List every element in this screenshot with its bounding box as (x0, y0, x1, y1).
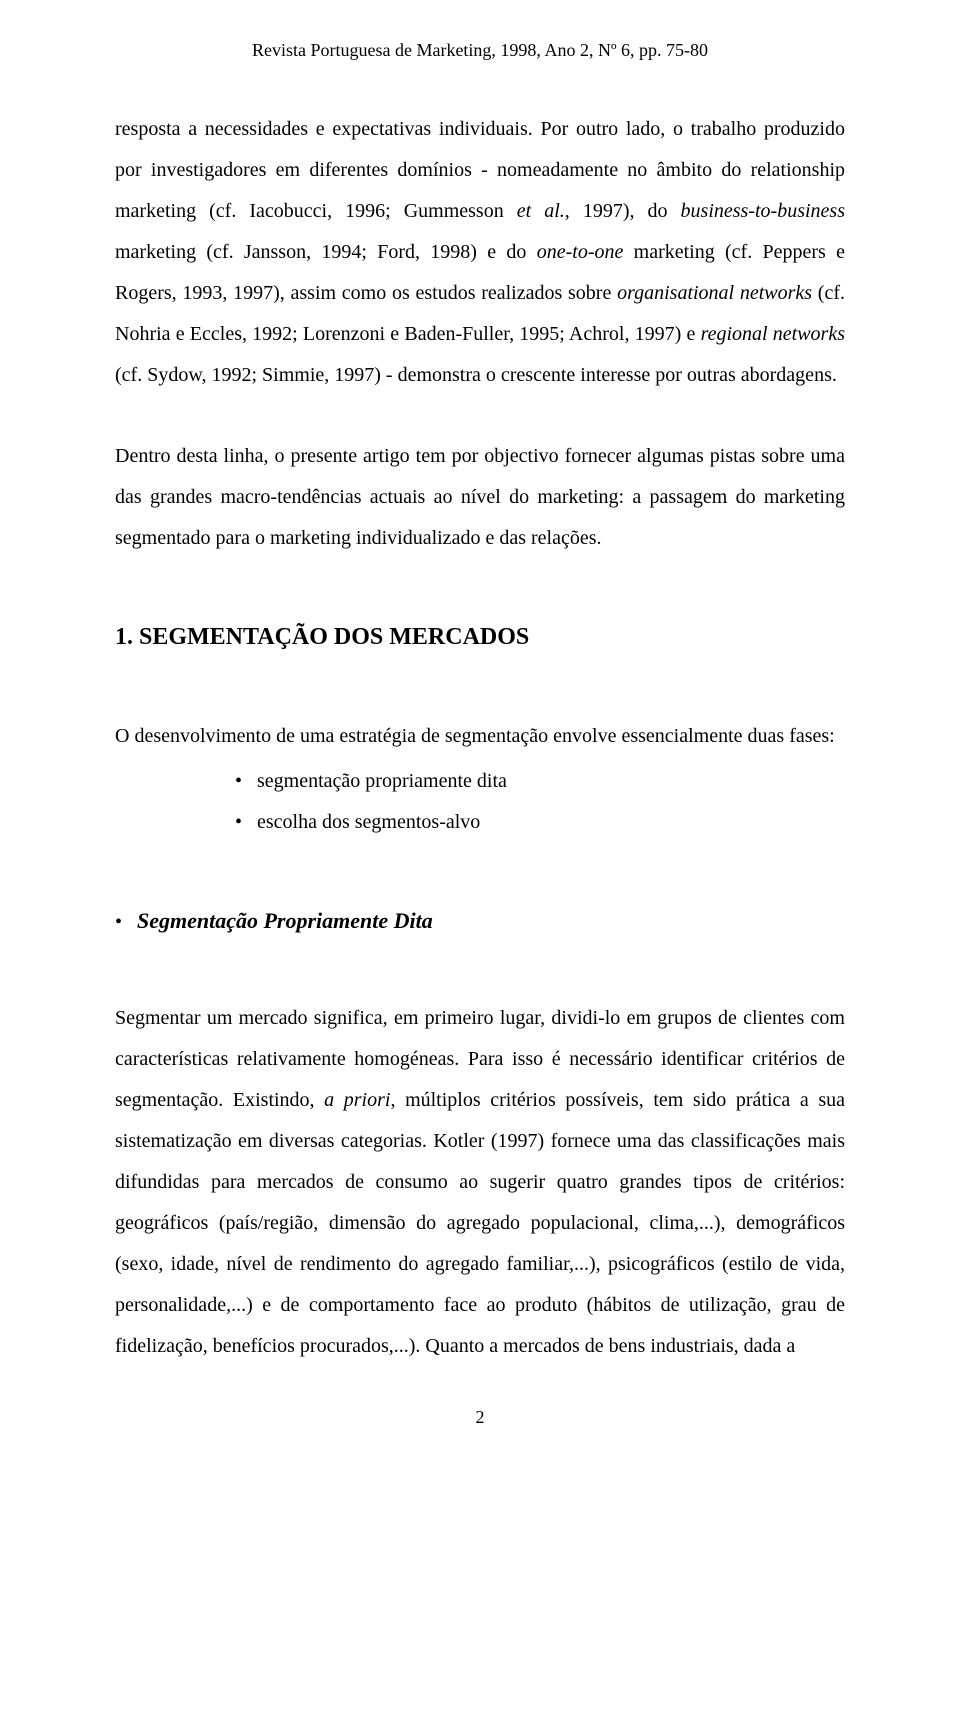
paragraph-2: Dentro desta linha, o presente artigo te… (115, 436, 845, 559)
list-item-label: escolha dos segmentos-alvo (257, 802, 480, 843)
sub-section-heading-row: • Segmentação Propriamente Dita (115, 898, 845, 943)
list-item: • escolha dos segmentos-alvo (115, 802, 845, 843)
journal-header: Revista Portuguesa de Marketing, 1998, A… (115, 40, 845, 61)
bullet-icon: • (235, 761, 257, 802)
paragraph-1: resposta a necessidades e expectativas i… (115, 109, 845, 396)
list-item-label: segmentação propriamente dita (257, 761, 507, 802)
phases-list: • segmentação propriamente dita • escolh… (115, 761, 845, 843)
page-number: 2 (115, 1407, 845, 1428)
paragraph-3: O desenvolvimento de uma estratégia de s… (115, 716, 845, 757)
paragraph-4: Segmentar um mercado significa, em prime… (115, 998, 845, 1367)
section-heading-1: 1. SEGMENTAÇÃO DOS MERCADOS (115, 624, 845, 651)
bullet-icon: • (235, 802, 257, 843)
list-item: • segmentação propriamente dita (115, 761, 845, 802)
sub-section-heading: Segmentação Propriamente Dita (137, 898, 433, 943)
bullet-icon: • (115, 902, 137, 943)
